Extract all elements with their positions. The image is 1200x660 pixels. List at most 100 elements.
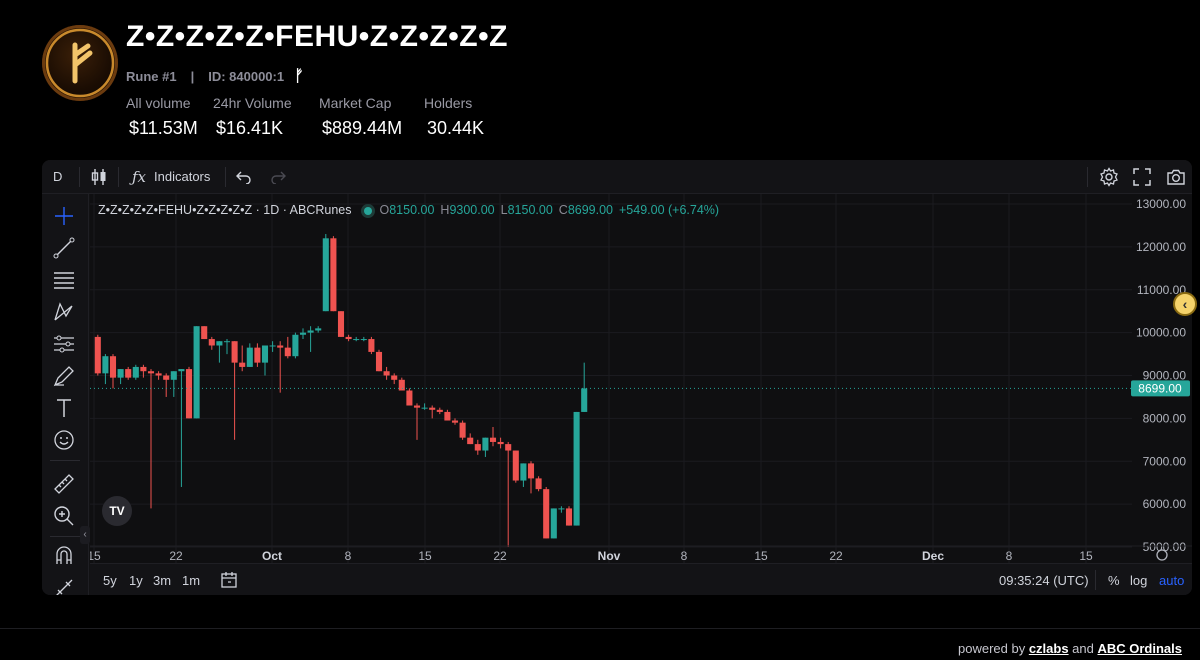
- tradingview-logo-icon[interactable]: TV: [102, 496, 132, 526]
- candle-body: [208, 339, 215, 346]
- collapse-panel-chevron-icon[interactable]: ‹: [1173, 292, 1197, 316]
- candle-body: [185, 369, 193, 419]
- candle-body: [239, 362, 246, 367]
- candle-body: [398, 379, 405, 391]
- candle-body: [246, 347, 253, 367]
- auto-scale-toggle[interactable]: auto: [1159, 572, 1185, 588]
- candle-body: [170, 371, 177, 380]
- stat-all-volume: All volume $11.53M: [126, 95, 198, 139]
- ruler-icon[interactable]: [52, 472, 76, 496]
- candle-body: [117, 369, 124, 378]
- candle-body: [444, 411, 451, 421]
- candle-body: [413, 405, 421, 408]
- candle-body: [231, 341, 238, 363]
- range-3m-button[interactable]: 3m: [153, 572, 172, 588]
- zoom-in-icon[interactable]: [52, 504, 76, 528]
- legend-open-label: O: [379, 203, 390, 217]
- tool-divider: [50, 460, 80, 461]
- candle-body: [421, 407, 428, 409]
- candle-body: [436, 409, 443, 412]
- abc-ordinals-link[interactable]: ABC Ordinals: [1097, 641, 1182, 656]
- price-axis-label: 13000.00: [1136, 197, 1186, 211]
- prediction-icon[interactable]: [52, 332, 76, 356]
- indicators-button[interactable]: ƒx Indicators: [132, 160, 210, 193]
- toolbar-divider: [1087, 167, 1088, 187]
- utc-clock[interactable]: 09:35:24 (UTC): [999, 572, 1089, 588]
- candle-body: [322, 238, 329, 312]
- price-chart[interactable]: 13000.00 12000.00 11000.00 10000.00 9000.00 8…: [90, 194, 1192, 595]
- camera-icon[interactable]: [1166, 160, 1186, 193]
- legend-change: +549.00 (+6.74%): [619, 203, 720, 217]
- range-1y-button[interactable]: 1y: [129, 572, 143, 588]
- candle-body: [254, 347, 261, 363]
- emoji-icon[interactable]: [52, 428, 76, 452]
- text-icon[interactable]: [52, 396, 76, 420]
- candle-body: [269, 345, 276, 347]
- legend-open-value: 8150.00: [389, 203, 435, 217]
- time-axis-label: 15: [1079, 549, 1093, 563]
- price-axis-label: 5000.00: [1143, 540, 1187, 554]
- settings-gear-icon[interactable]: [1099, 160, 1119, 193]
- indicators-label: Indicators: [154, 169, 211, 184]
- trend-line-icon[interactable]: [52, 236, 76, 260]
- interval-button[interactable]: D: [53, 169, 63, 184]
- candle-body: [451, 420, 459, 423]
- price-axis-label: 9000.00: [1143, 369, 1187, 383]
- crosshair-icon[interactable]: [52, 204, 76, 228]
- undo-icon[interactable]: [236, 160, 252, 193]
- brush-icon[interactable]: [52, 364, 76, 388]
- log-scale-toggle[interactable]: log: [1130, 572, 1148, 588]
- chart-bottom-bar: 5y 1y 3m 1m 09:35:24 (UTC) % log auto: [90, 563, 1192, 595]
- czlabs-link[interactable]: czlabs: [1028, 641, 1069, 656]
- time-axis-label: Dec: [922, 549, 944, 563]
- time-axis-label: 8: [345, 549, 352, 563]
- candle-body: [178, 369, 185, 372]
- candle-body: [497, 441, 504, 445]
- stat-value: 30.44K: [427, 118, 485, 138]
- stat-holders: Holders 30.44K: [424, 95, 484, 139]
- price-axis-label: 8000.00: [1143, 411, 1187, 425]
- candle-body: [573, 411, 580, 526]
- toolbar-divider: [79, 167, 80, 187]
- stat-label: All volume: [126, 95, 191, 111]
- redo-icon[interactable]: [270, 160, 286, 193]
- time-axis-label: 22: [493, 549, 507, 563]
- rune-id: ID: 840000:1: [208, 69, 285, 84]
- stat-value: $11.53M: [129, 118, 198, 138]
- candle-body: [201, 326, 208, 340]
- time-axis-label: 15: [754, 549, 768, 563]
- candle-body: [94, 336, 101, 374]
- pattern-icon[interactable]: [52, 300, 76, 324]
- rune-title: Z•Z•Z•Z•Z•FEHU•Z•Z•Z•Z•Z: [126, 20, 508, 53]
- candle-body: [140, 366, 147, 372]
- range-1m-button[interactable]: 1m: [182, 572, 201, 588]
- magnet-icon[interactable]: [52, 544, 76, 568]
- legend-close-label: C: [558, 203, 568, 217]
- candle-body: [360, 339, 367, 341]
- candle-body: [527, 463, 535, 479]
- candle-body: [315, 328, 322, 331]
- percent-scale-toggle[interactable]: %: [1108, 572, 1120, 588]
- date-range-calendar-icon[interactable]: [220, 564, 238, 595]
- fib-retracement-icon[interactable]: [52, 268, 76, 292]
- candle-body: [330, 238, 337, 312]
- time-axis-label: 15: [90, 549, 101, 563]
- chart-widget: D ƒx Indicators: [42, 160, 1192, 595]
- collapse-toolbar-chevron-icon[interactable]: ‹: [80, 526, 90, 544]
- price-axis-label: 7000.00: [1143, 454, 1187, 468]
- candle-body: [391, 375, 398, 380]
- candle-body: [155, 373, 162, 376]
- candle-body: [299, 332, 307, 335]
- range-5y-button[interactable]: 5y: [103, 572, 117, 588]
- chart-legend: Z•Z•Z•Z•Z•FEHU•Z•Z•Z•Z•Z · 1D · ABCRunes…: [98, 203, 719, 217]
- candle-body: [277, 345, 284, 348]
- footer-divider: [0, 628, 1200, 629]
- candle-type-icon[interactable]: [91, 160, 107, 193]
- candle-body: [375, 351, 383, 372]
- time-axis-label: Oct: [262, 549, 282, 563]
- stat-label: Holders: [424, 95, 473, 111]
- fullscreen-icon[interactable]: [1133, 160, 1151, 193]
- lock-drawing-icon[interactable]: [52, 576, 76, 595]
- candle-body: [102, 356, 109, 374]
- legend-low-label: L: [500, 203, 508, 217]
